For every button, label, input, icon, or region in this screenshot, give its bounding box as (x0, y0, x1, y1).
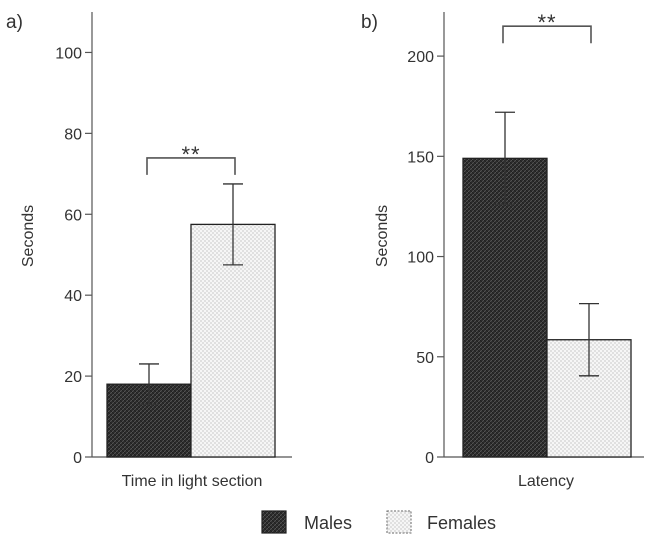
y-tick-label: 100 (407, 250, 434, 267)
y-tick-label: 200 (407, 49, 434, 66)
y-tick-label: 60 (64, 207, 82, 224)
legend-label-females: Females (427, 513, 496, 533)
y-tick-label: 20 (64, 369, 82, 386)
panel-a-ylabel: Seconds (20, 205, 37, 267)
panel-b-category-label: Latency (518, 473, 574, 490)
y-tick-label: 150 (407, 149, 434, 166)
y-tick-label: 50 (416, 350, 434, 367)
y-tick-label: 100 (55, 45, 82, 62)
panel-a-bars (106, 183, 276, 458)
y-tick-label: 0 (425, 450, 434, 467)
legend-label-males: Males (304, 513, 352, 533)
panel-b: b) Seconds 0 50 100 150 200 ** Latency (361, 10, 644, 490)
panel-b-significance-label: ** (537, 10, 556, 35)
legend-swatch-females (386, 510, 412, 534)
panel-a-category-label: Time in light section (122, 473, 263, 490)
panel-b-bars (462, 111, 632, 458)
bar-males (462, 157, 548, 458)
legend: Males Females (261, 510, 496, 534)
panel-a-significance-bracket (146, 157, 236, 175)
y-tick-label: 40 (64, 288, 82, 305)
y-tick-label: 0 (73, 450, 82, 467)
panel-a: a) Seconds 0 20 40 60 80 100 ** Time in light… (6, 12, 292, 490)
panel-a-label: a) (6, 12, 23, 33)
panel-a-significance-label: ** (181, 142, 200, 167)
panel-b-significance-bracket (502, 25, 592, 44)
panel-b-ticks: 0 50 100 150 200 (407, 49, 444, 467)
panel-b-label: b) (361, 12, 378, 33)
panel-a-ticks: 0 20 40 60 80 100 (55, 45, 92, 467)
legend-swatch-males (261, 510, 287, 534)
y-tick-label: 80 (64, 126, 82, 143)
panel-b-ylabel: Seconds (374, 205, 391, 267)
